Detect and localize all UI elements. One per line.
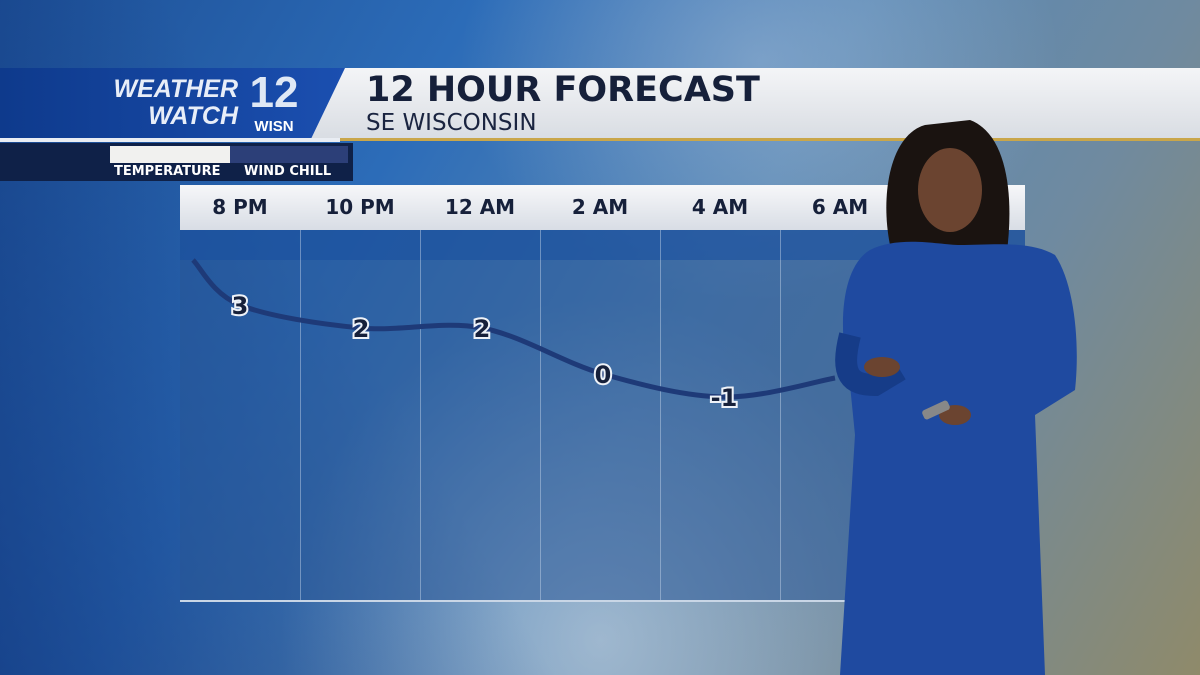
legend-label-temperature: TEMPERATURE — [114, 164, 221, 179]
weather-watch-brand: WEATHER WATCH 12 WISN — [0, 68, 345, 138]
grid-line — [540, 230, 541, 600]
legend: TEMPERATURE WIND CHILL — [0, 143, 353, 181]
legend-swatch-wind-chill — [230, 146, 348, 163]
grid-line — [780, 230, 781, 600]
grid-line — [300, 230, 301, 600]
channel-number: 12 — [249, 68, 299, 117]
brand-line2: WATCH — [148, 102, 238, 130]
grid-line — [660, 230, 661, 600]
wisn-logo: 12 WISN — [244, 70, 304, 136]
x-tick-label: 4 AM — [691, 195, 749, 219]
data-label: 2 — [474, 315, 491, 343]
data-label: 0 — [595, 361, 612, 389]
divider — [0, 138, 340, 142]
wind-chill-line — [191, 258, 836, 400]
station-name: WISN — [254, 118, 294, 135]
presenter — [835, 120, 1077, 675]
x-tick-label: 2 AM — [571, 195, 629, 219]
brand-text: WEATHER WATCH — [100, 76, 238, 130]
x-tick-label: 8 PM — [212, 195, 268, 219]
data-label: 3 — [232, 292, 249, 320]
data-label: 2 — [353, 315, 370, 343]
legend-swatch-temperature — [110, 146, 230, 163]
page-subtitle: SE WISCONSIN — [366, 110, 537, 136]
page-title: 12 HOUR FORECAST — [366, 70, 760, 110]
x-tick-label: 10 PM — [325, 195, 395, 219]
grid-line — [420, 230, 421, 600]
title-bar: 12 HOUR FORECAST SE WISCONSIN — [310, 68, 1200, 141]
x-tick-label: 6 AM — [811, 195, 869, 219]
time-axis — [180, 185, 1025, 230]
x-tick-label: 12 AM — [444, 195, 516, 219]
legend-label-wind-chill: WIND CHILL — [244, 164, 332, 179]
brand-line1: WEATHER — [113, 75, 238, 103]
data-label: -1 — [711, 384, 738, 412]
